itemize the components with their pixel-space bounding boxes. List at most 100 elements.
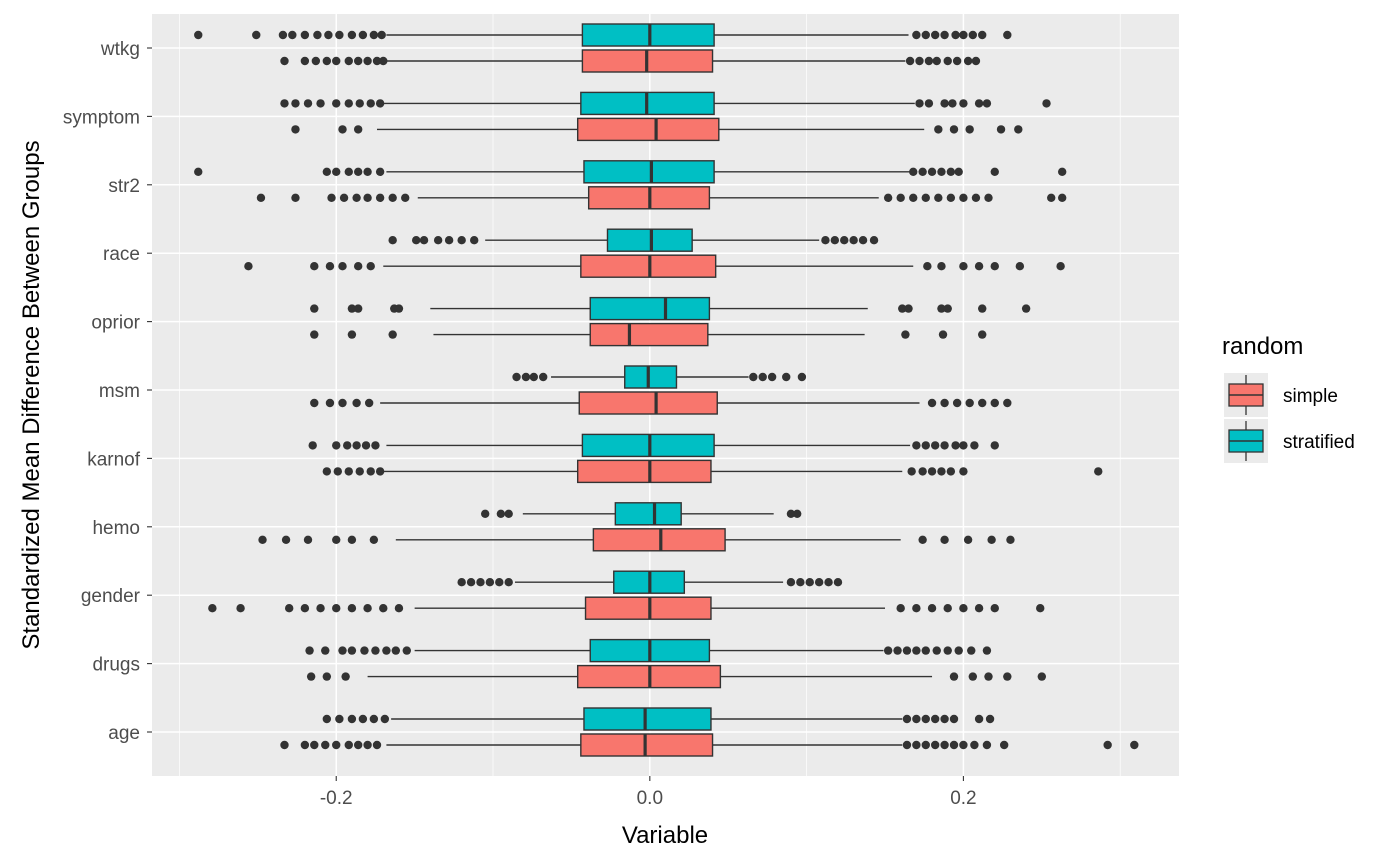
outlier-point [332, 56, 341, 66]
outlier-point [325, 398, 335, 408]
outlier-point [940, 30, 949, 40]
outlier-point [252, 30, 261, 40]
outlier-point [1094, 467, 1103, 476]
outlier-point [869, 236, 879, 245]
box-iqr [589, 322, 709, 347]
outlier-point [793, 509, 802, 518]
outlier-point [923, 262, 932, 271]
x-axis: -0.2 0.0 0.2 [320, 776, 977, 809]
outlier-point [1003, 30, 1012, 40]
y-tick-label-karnof: karnof [87, 449, 141, 470]
outlier-point [332, 441, 341, 450]
box-stratified-str2 [194, 160, 1067, 184]
y-tick-label-race: race [103, 244, 140, 265]
outlier-point [1014, 125, 1023, 134]
legend-key-stratified [1224, 419, 1268, 463]
outlier-point [1057, 193, 1067, 202]
outlier-point [485, 578, 495, 587]
box-simple-str2 [256, 186, 1067, 210]
outlier-point [1003, 398, 1012, 408]
outlier-point [940, 398, 949, 408]
outlier-point [990, 167, 999, 176]
x-axis-title: Variable [622, 822, 708, 849]
outlier-point [927, 398, 937, 408]
outlier-point [959, 99, 968, 108]
outlier-point [335, 30, 344, 40]
y-tick-label-str2: str2 [108, 176, 140, 197]
legend-key-simple [1224, 373, 1268, 417]
outlier-point [949, 714, 959, 724]
outlier-point [322, 672, 332, 681]
outlier-point [288, 30, 297, 40]
outlier-point [963, 535, 973, 544]
outlier-point [1003, 672, 1012, 681]
outlier-point [444, 236, 454, 245]
outlier-point [984, 193, 993, 202]
outlier-point [924, 56, 934, 66]
y-axis-title: Standardized Mean Difference Between Gro… [18, 140, 45, 649]
outlier-point [840, 236, 849, 245]
y-tick-label-symptom: symptom [63, 107, 140, 128]
outlier-point [457, 578, 466, 587]
outlier-point [943, 604, 952, 613]
outlier-point [300, 740, 310, 750]
outlier-point [949, 672, 959, 681]
outlier-point [833, 578, 843, 587]
outlier-point [375, 167, 385, 176]
outlier-point [347, 330, 357, 339]
outlier-point [934, 193, 943, 202]
outlier-point [758, 372, 767, 382]
y-tick-label-oprior: oprior [91, 313, 140, 334]
outlier-point [352, 193, 361, 202]
outlier-point [369, 30, 379, 40]
outlier-point [970, 441, 979, 450]
outlier-point [896, 193, 905, 202]
outlier-point [893, 646, 902, 655]
box-iqr [583, 160, 715, 184]
outlier-point [959, 30, 968, 40]
outlier-point [1042, 99, 1051, 108]
outlier-point [344, 99, 353, 108]
outlier-point [360, 646, 369, 655]
outlier-point [1015, 262, 1025, 271]
outlier-point [353, 167, 363, 176]
outlier-point [352, 441, 361, 450]
outlier-point [959, 441, 968, 450]
outlier-point [849, 236, 858, 245]
outlier-point [982, 99, 992, 108]
box-iqr [578, 391, 718, 415]
legend-label-stratified: stratified [1283, 432, 1355, 453]
outlier-point [967, 646, 976, 655]
outlier-point [311, 56, 321, 66]
x-tick-label: 0.0 [637, 788, 663, 809]
outlier-point [322, 714, 332, 724]
outlier-point [353, 56, 363, 66]
outlier-point [347, 714, 357, 724]
outlier-point [883, 646, 893, 655]
outlier-point [974, 262, 984, 271]
outlier-point [394, 304, 404, 313]
outlier-point [338, 646, 347, 655]
outlier-point [495, 578, 504, 587]
outlier-point [358, 714, 368, 724]
outlier-point [943, 646, 952, 655]
outlier-point [782, 372, 791, 382]
outlier-point [1037, 672, 1047, 681]
outlier-point [909, 193, 918, 202]
outlier-point [353, 304, 363, 313]
box-stratified-drugs [305, 638, 992, 663]
outlier-point [401, 193, 410, 202]
box-stratified-karnof [308, 433, 999, 458]
outlier-point [1056, 262, 1065, 271]
outlier-point [946, 167, 956, 176]
outlier-point [965, 125, 974, 134]
outlier-point [316, 99, 325, 108]
outlier-point [999, 740, 1009, 750]
outlier-point [388, 236, 397, 245]
outlier-point [959, 467, 968, 476]
box-simple-symptom [291, 117, 1023, 142]
legend: random simple stratified [1222, 333, 1355, 463]
outlier-point [1103, 740, 1112, 750]
outlier-point [805, 578, 814, 587]
outlier-point [300, 56, 310, 66]
